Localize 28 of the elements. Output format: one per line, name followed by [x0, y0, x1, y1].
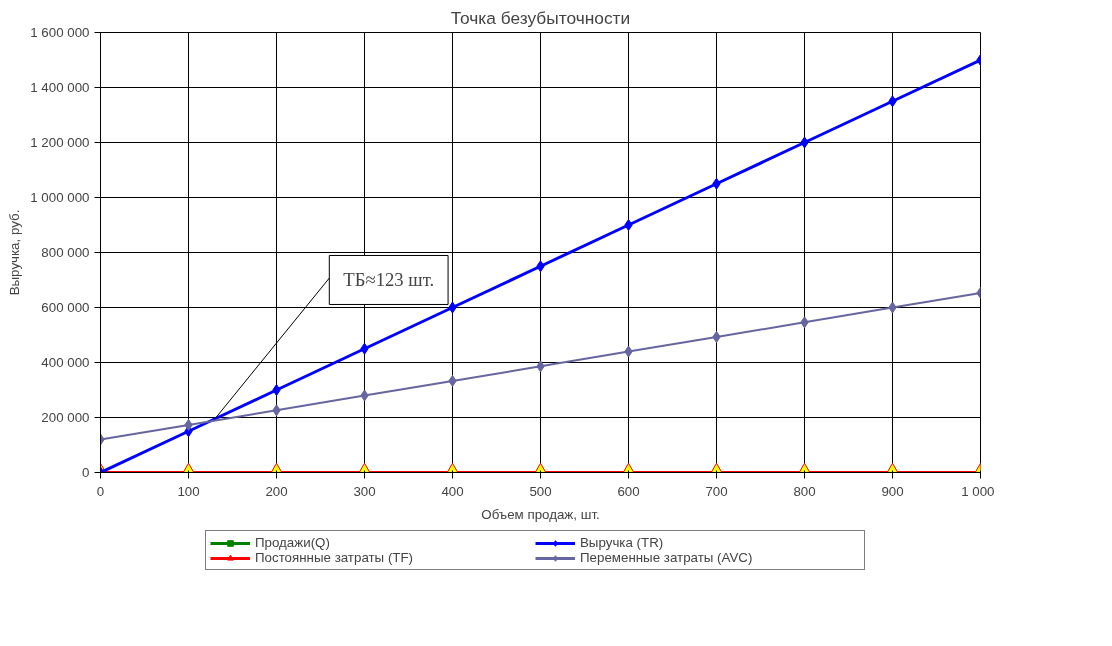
- legend-label: Продажи(Q): [254, 535, 331, 550]
- y-tick-label: 0: [82, 465, 90, 480]
- x-axis-title: Объем продаж, шт.: [481, 506, 600, 522]
- x-tick-label: 100: [177, 483, 200, 499]
- y-tick-label: 1 000 000: [30, 190, 90, 205]
- chart-title: Точка безубыточности: [450, 7, 631, 28]
- legend-label: Постоянные затраты (TF): [254, 550, 415, 565]
- legend-label: Выручка (TR): [579, 535, 665, 550]
- x-tick-label: 700: [705, 483, 728, 499]
- y-tick-label: 600 000: [41, 300, 90, 315]
- x-tick-label: 300: [353, 483, 376, 499]
- x-tick-label: 900: [881, 483, 904, 499]
- x-tick-label: 500: [529, 483, 552, 499]
- y-axis-title: Выручка, руб.: [7, 209, 23, 296]
- x-tick-label: 200: [265, 483, 288, 499]
- y-tick-label: 400 000: [41, 355, 90, 370]
- legend-label: Переменные затраты (AVC): [579, 550, 754, 565]
- x-tick-label: 0: [96, 483, 105, 499]
- x-tick-label: 400: [441, 483, 464, 499]
- y-tick-label: 1 600 000: [30, 25, 90, 40]
- x-tick-label: 800: [793, 483, 816, 499]
- y-tick-label: 1 200 000: [30, 135, 90, 150]
- x-tick-label: 1 000: [961, 483, 995, 499]
- x-tick-label: 600: [617, 483, 640, 499]
- annotation: ТБ≈123 шт.: [343, 269, 435, 291]
- y-tick-label: 800 000: [41, 245, 90, 260]
- y-tick-label: 200 000: [41, 410, 90, 425]
- y-tick-label: 1 400 000: [30, 80, 90, 95]
